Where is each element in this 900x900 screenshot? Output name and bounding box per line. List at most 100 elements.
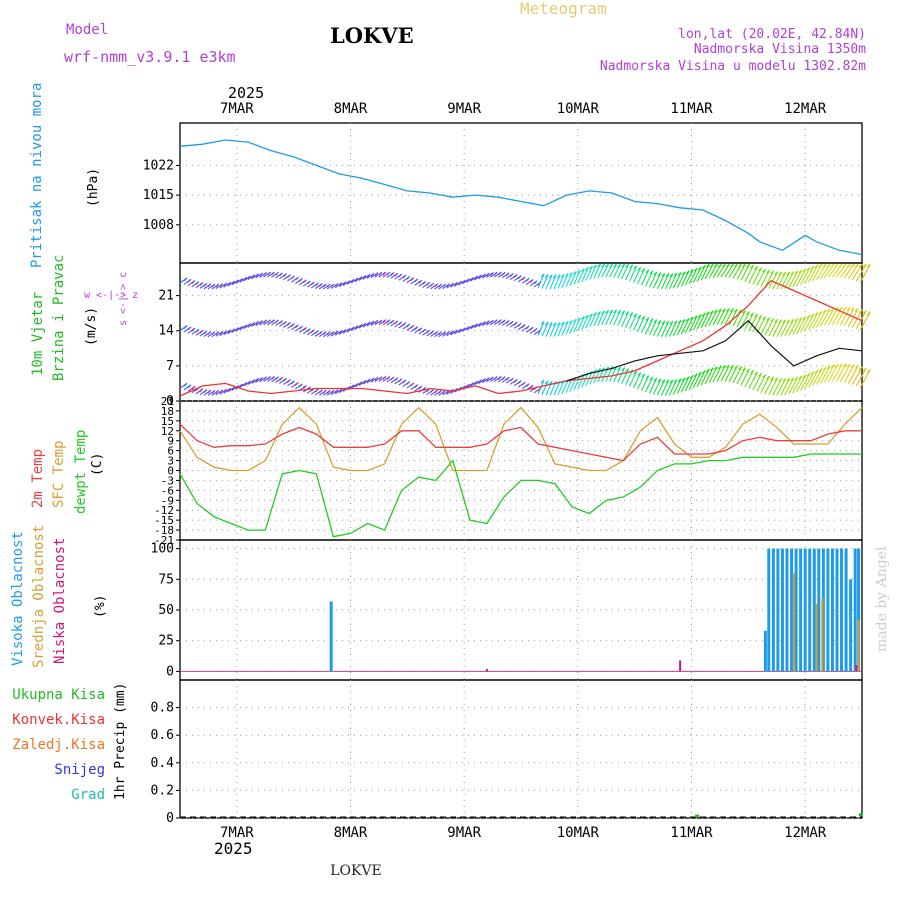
plots-layer: 100810151022071421-21-18-15-12-9-6-30369… xyxy=(143,101,871,841)
wind-arrowhead xyxy=(693,373,698,378)
wind-arrowhead xyxy=(846,263,851,268)
wind-arrow xyxy=(644,376,654,393)
wind-arrowhead xyxy=(822,263,827,268)
wind-arrowhead xyxy=(191,327,196,332)
wind-arrow xyxy=(549,322,557,337)
wind-arrowhead xyxy=(239,325,244,330)
wind-arrowhead xyxy=(505,272,510,277)
temperature-ytick-label: -18 xyxy=(154,524,174,537)
wind-arrowhead xyxy=(259,377,263,381)
wind-arrowhead xyxy=(450,330,454,335)
wind-arrowhead xyxy=(418,385,423,390)
wind-arrowhead xyxy=(669,273,674,277)
wind-arrow xyxy=(704,310,714,328)
wind-arrow xyxy=(756,268,767,286)
wind-arrow xyxy=(597,263,605,279)
wind-arrowhead xyxy=(701,265,706,269)
wind-arrowhead xyxy=(697,314,702,318)
wind-arrowhead xyxy=(195,281,200,286)
wind-arrow xyxy=(637,268,646,285)
wind-arrow xyxy=(716,308,726,326)
wind-arrowhead xyxy=(589,313,593,318)
wind-arrowhead xyxy=(426,282,431,286)
wind-arrow xyxy=(812,263,823,282)
wind-arrowhead xyxy=(842,306,847,311)
cloud-high-bar xyxy=(803,548,807,672)
wind-arrowhead xyxy=(697,266,702,271)
temperature-ytick-label: 15 xyxy=(161,415,174,428)
wind-arrow xyxy=(605,309,614,325)
wind-arrow xyxy=(565,272,573,288)
wind-ytick-label: 14 xyxy=(158,324,174,339)
wind-arrow xyxy=(796,268,807,287)
wind-arrow xyxy=(688,267,698,285)
wind-arrowhead xyxy=(858,366,863,371)
wind-arrowhead xyxy=(677,319,682,324)
wind-arrowhead xyxy=(318,389,323,394)
wind-arrow xyxy=(585,265,593,281)
wind-arrowhead xyxy=(227,329,232,334)
wind-arrowhead xyxy=(544,321,549,326)
wind-arrow xyxy=(561,320,569,336)
wind-arrowhead xyxy=(862,263,867,268)
wind-arrow xyxy=(780,378,791,396)
wind-arrowhead xyxy=(446,331,450,335)
wind-arrowhead xyxy=(838,306,843,311)
wind-arrow xyxy=(581,314,589,330)
model-label: Model xyxy=(66,22,108,38)
wind-arrow xyxy=(835,306,847,326)
wind-arrowhead xyxy=(418,279,423,284)
wind-arrowhead xyxy=(505,320,510,324)
wind-arrow xyxy=(744,264,755,282)
wind-arrowhead xyxy=(346,327,351,332)
wind-arrow xyxy=(772,271,783,290)
wind-arrow xyxy=(672,319,682,337)
wind-arrow xyxy=(617,310,626,326)
wind-compass-horizontal: w <-|-> z xyxy=(84,290,138,301)
wind-arrow xyxy=(692,266,702,283)
wind-arrowhead xyxy=(826,263,831,268)
wind-arrowhead xyxy=(629,264,634,269)
wind-arrowhead xyxy=(754,266,758,270)
wind-arrowhead xyxy=(540,273,545,278)
wind-arrowhead xyxy=(713,263,718,268)
wind-arrowhead xyxy=(302,279,307,284)
wind-arrowhead xyxy=(481,378,486,383)
wind-ylabel: (m/s) xyxy=(84,307,99,346)
wind-arrow xyxy=(557,321,565,337)
wind-arrowhead xyxy=(721,263,726,268)
wind-arrow xyxy=(820,365,831,384)
wind-arrowhead xyxy=(641,268,646,272)
wind-arrowhead xyxy=(501,376,506,381)
wind-arrow xyxy=(776,378,787,396)
wind-arrow xyxy=(541,321,549,337)
wind-arrowhead xyxy=(786,319,791,324)
wind-arrowhead xyxy=(414,326,419,331)
wind-arrowhead xyxy=(370,273,375,277)
wind-arrow xyxy=(728,263,738,278)
wind-arrowhead xyxy=(709,310,714,315)
wind-arrow xyxy=(736,367,746,385)
wind-arrowhead xyxy=(231,280,236,285)
wind-arrowhead xyxy=(621,367,626,372)
wind-arrow xyxy=(660,320,670,337)
wind-arrowhead xyxy=(255,321,259,325)
wind-arrowhead xyxy=(709,263,714,268)
wind-arrowhead xyxy=(314,282,319,287)
wind-arrowhead xyxy=(298,278,303,282)
wind-arrowhead xyxy=(762,316,766,320)
wind-arrowhead xyxy=(750,312,754,317)
wind-arrowhead xyxy=(729,364,734,369)
wind-arrowhead xyxy=(235,327,240,331)
wind-arrowhead xyxy=(227,281,232,286)
wind-arrowhead xyxy=(199,388,204,393)
wind-arrowhead xyxy=(738,366,742,370)
wind-arrow xyxy=(549,274,557,290)
wind-arrowhead xyxy=(641,373,646,378)
wind-arrow xyxy=(800,267,811,286)
wind-arrowhead xyxy=(231,386,236,391)
clouds-ytick-label: 25 xyxy=(158,634,174,649)
wind-arrowhead xyxy=(742,263,746,268)
wind-arrowhead xyxy=(223,330,228,335)
